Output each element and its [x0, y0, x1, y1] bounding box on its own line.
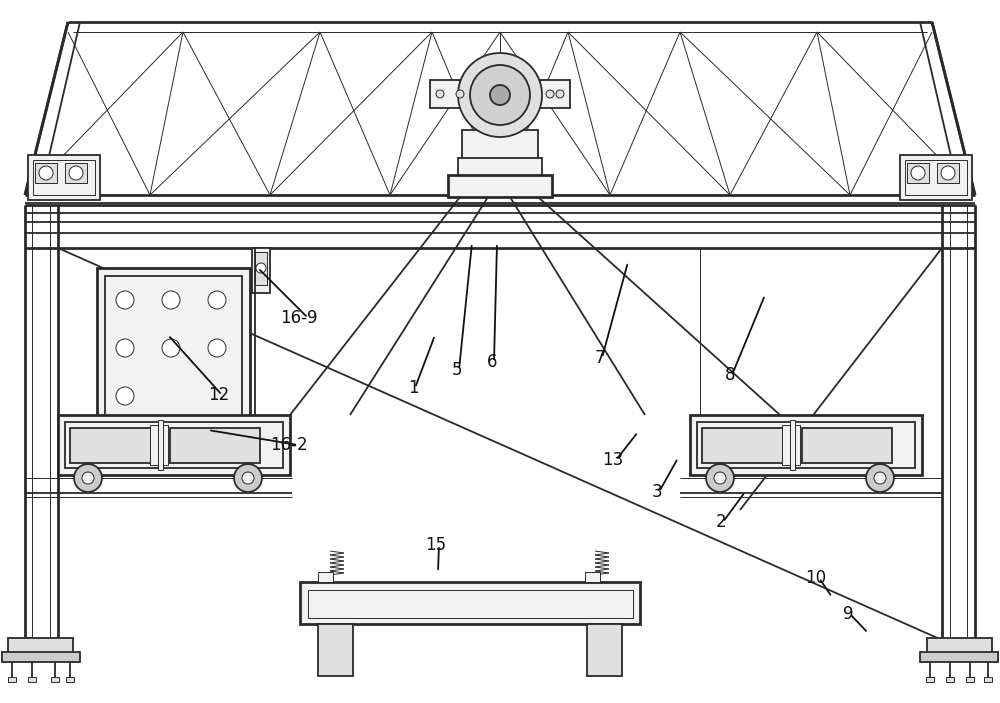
Bar [51, 677, 59, 682]
Bar [158, 420, 163, 470]
Bar [587, 624, 622, 676]
Circle shape [456, 90, 464, 98]
Bar [430, 80, 460, 108]
Circle shape [208, 291, 226, 309]
Bar [58, 415, 290, 475]
Circle shape [116, 291, 134, 309]
Text: 3: 3 [652, 483, 663, 501]
Bar [702, 428, 792, 463]
Circle shape [256, 263, 266, 273]
Bar [540, 80, 570, 108]
Circle shape [546, 90, 554, 98]
Bar [802, 428, 892, 463]
Bar [462, 130, 538, 160]
Bar [2, 652, 80, 662]
Text: 16-2: 16-2 [270, 436, 308, 454]
Circle shape [242, 472, 254, 484]
Bar [697, 422, 915, 468]
Circle shape [82, 472, 94, 484]
Circle shape [706, 464, 734, 492]
Circle shape [714, 472, 726, 484]
Bar [318, 624, 353, 676]
Circle shape [162, 291, 180, 309]
Text: 1: 1 [408, 379, 419, 397]
Text: 5: 5 [452, 361, 462, 379]
Bar [458, 158, 542, 178]
Bar [150, 425, 168, 465]
Bar [900, 155, 972, 200]
Bar [33, 160, 95, 195]
Bar [65, 163, 87, 183]
Text: 15: 15 [425, 536, 446, 554]
Bar [790, 420, 795, 470]
Circle shape [911, 166, 925, 180]
Bar [300, 582, 640, 624]
Circle shape [208, 339, 226, 357]
Circle shape [490, 85, 510, 105]
Circle shape [941, 166, 955, 180]
Bar [8, 638, 73, 654]
Bar [946, 677, 954, 682]
Circle shape [234, 464, 262, 492]
Bar [35, 163, 57, 183]
Bar [97, 268, 250, 443]
Circle shape [116, 339, 134, 357]
Bar [585, 572, 600, 582]
Circle shape [866, 464, 894, 492]
Bar [308, 590, 633, 618]
Circle shape [436, 90, 444, 98]
Bar [255, 252, 267, 285]
Bar [690, 415, 922, 475]
Circle shape [74, 464, 102, 492]
Circle shape [470, 65, 530, 125]
Bar [252, 248, 270, 293]
Bar [8, 677, 16, 682]
Text: 9: 9 [843, 605, 854, 623]
Bar [782, 425, 800, 465]
Bar [984, 677, 992, 682]
Text: 13: 13 [602, 451, 623, 469]
Bar [105, 276, 242, 435]
Bar [448, 175, 552, 197]
Text: 12: 12 [208, 386, 229, 404]
Circle shape [116, 387, 134, 405]
Circle shape [162, 339, 180, 357]
Text: 7: 7 [595, 349, 606, 367]
Text: 2: 2 [716, 513, 727, 531]
Text: 16-9: 16-9 [280, 309, 318, 327]
Bar [65, 422, 283, 468]
Bar [966, 677, 974, 682]
Bar [66, 677, 74, 682]
Bar [920, 652, 998, 662]
Text: 6: 6 [487, 353, 498, 371]
Text: 10: 10 [805, 569, 826, 587]
Bar [318, 572, 333, 582]
Bar [907, 163, 929, 183]
Bar [927, 638, 992, 654]
Circle shape [69, 166, 83, 180]
Bar [926, 677, 934, 682]
Bar [170, 428, 260, 463]
Bar [905, 160, 967, 195]
Bar [70, 428, 160, 463]
Bar [28, 677, 36, 682]
Circle shape [458, 53, 542, 137]
Circle shape [874, 472, 886, 484]
Bar [937, 163, 959, 183]
Bar [28, 155, 100, 200]
Circle shape [556, 90, 564, 98]
Text: 8: 8 [725, 366, 736, 384]
Circle shape [39, 166, 53, 180]
